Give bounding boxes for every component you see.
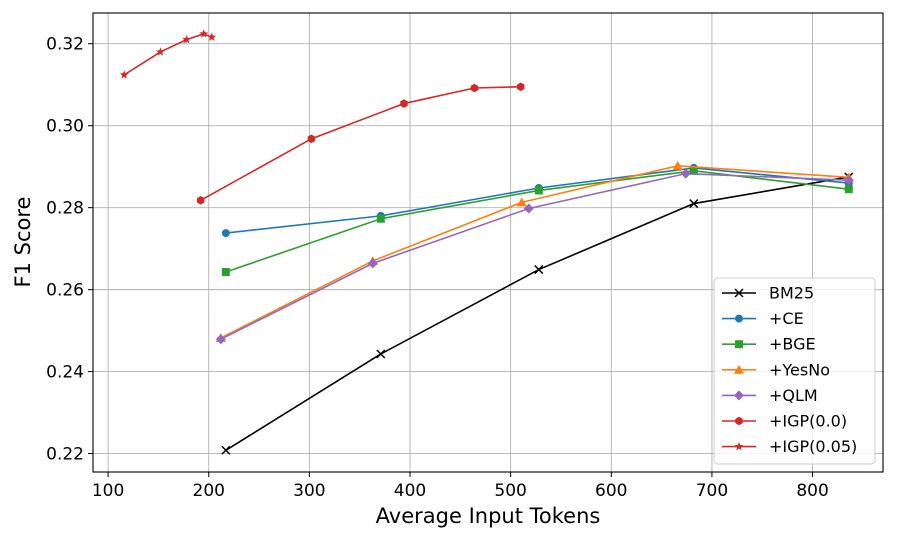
data-point bbox=[182, 35, 191, 44]
x-tick-label: 500 bbox=[494, 481, 526, 501]
y-tick-label: 0.22 bbox=[46, 445, 84, 465]
series-4 bbox=[215, 168, 854, 345]
legend-label: +CE bbox=[769, 309, 804, 328]
legend-label: +IGP(0.0) bbox=[769, 412, 847, 431]
data-point bbox=[119, 70, 129, 79]
data-point bbox=[672, 160, 683, 170]
data-point bbox=[534, 186, 543, 195]
legend-marker bbox=[734, 390, 744, 401]
legend: BM25 +CE +BGE +YesNo +QLM +IGP(0.0) +IGP(0.05) bbox=[713, 277, 876, 465]
data-point bbox=[470, 83, 479, 93]
data-point bbox=[516, 82, 525, 92]
series-line bbox=[200, 85, 521, 201]
data-point bbox=[367, 258, 378, 269]
data-point bbox=[376, 349, 386, 359]
data-point bbox=[221, 445, 231, 455]
data-point bbox=[196, 195, 205, 205]
y-tick-label: 0.24 bbox=[46, 363, 84, 383]
legend-marker bbox=[734, 288, 744, 298]
data-point bbox=[376, 214, 385, 223]
x-tick-label: 700 bbox=[696, 481, 728, 501]
legend-item: +IGP(0.05) bbox=[722, 437, 857, 456]
legend-marker bbox=[734, 442, 744, 451]
data-point bbox=[689, 199, 699, 209]
series-5 bbox=[196, 82, 525, 205]
legend-item: +BGE bbox=[722, 335, 816, 354]
y-tick-label: 0.26 bbox=[46, 281, 84, 301]
x-tick-label: 600 bbox=[595, 481, 627, 501]
legend-label: +YesNo bbox=[769, 360, 830, 379]
data-point bbox=[680, 168, 691, 179]
legend-item: +CE bbox=[722, 309, 804, 328]
legend-item: +YesNo bbox=[722, 360, 830, 379]
x-tick-label: 300 bbox=[293, 481, 325, 501]
legend-label: +BGE bbox=[769, 335, 816, 354]
series-2 bbox=[221, 166, 853, 277]
x-tick-label: 400 bbox=[394, 481, 426, 501]
data-point bbox=[221, 229, 230, 238]
series-1 bbox=[221, 163, 853, 238]
legend-item: +QLM bbox=[722, 386, 818, 405]
legend-marker bbox=[735, 416, 743, 426]
legend-box bbox=[713, 277, 876, 465]
data-point bbox=[844, 185, 853, 194]
plot-series bbox=[119, 29, 854, 455]
data-point bbox=[534, 265, 544, 275]
data-point bbox=[199, 29, 209, 38]
legend-label: +IGP(0.05) bbox=[769, 437, 857, 456]
axis-ticks: 100 200 300 400 500 600 700 800 0.22 0.24 0.26 0.28… bbox=[46, 35, 829, 501]
legend-label: +QLM bbox=[769, 386, 818, 405]
y-tick-label: 0.32 bbox=[46, 35, 84, 55]
data-point bbox=[516, 197, 527, 207]
legend-item: +IGP(0.0) bbox=[722, 412, 847, 431]
x-tick-label: 100 bbox=[92, 481, 124, 501]
data-point bbox=[156, 47, 165, 56]
data-point bbox=[843, 175, 854, 186]
legend-item: BM25 bbox=[722, 284, 814, 303]
y-tick-label: 0.30 bbox=[46, 117, 84, 137]
data-point bbox=[207, 32, 217, 41]
series-6 bbox=[119, 29, 217, 79]
data-point bbox=[523, 203, 534, 214]
data-point bbox=[221, 268, 230, 277]
legend-marker bbox=[735, 340, 743, 349]
data-point bbox=[215, 334, 226, 345]
data-point bbox=[400, 99, 408, 108]
data-point bbox=[689, 166, 698, 175]
x-axis-label: Average Input Tokens bbox=[376, 504, 601, 528]
legend-marker bbox=[735, 314, 743, 323]
x-tick-label: 200 bbox=[193, 481, 225, 501]
series-line bbox=[123, 33, 213, 76]
y-tick-label: 0.28 bbox=[46, 199, 84, 219]
legend-label: BM25 bbox=[769, 284, 814, 303]
legend-marker bbox=[734, 364, 744, 374]
x-tick-label: 800 bbox=[796, 481, 828, 501]
data-point bbox=[307, 134, 316, 144]
y-axis-label: F1 Score bbox=[11, 197, 35, 288]
plot-frame bbox=[92, 12, 884, 473]
